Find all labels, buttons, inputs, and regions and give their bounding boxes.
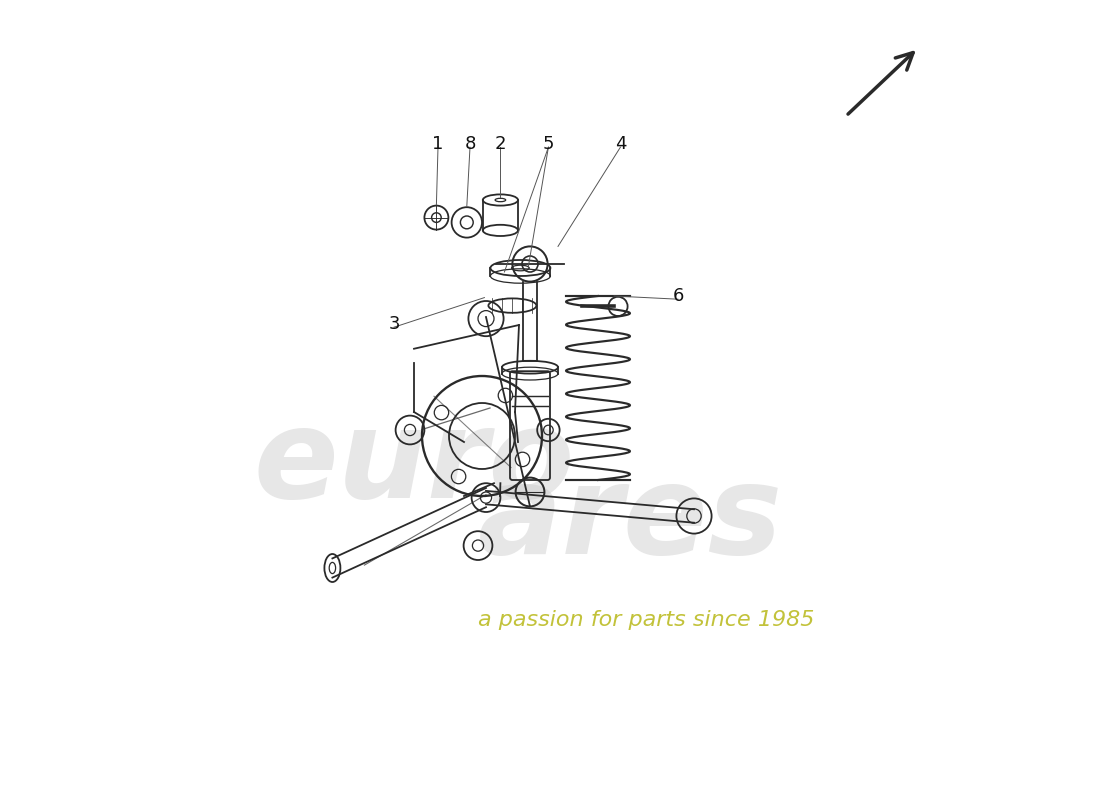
- Text: 5: 5: [542, 135, 554, 153]
- Text: euro: euro: [253, 403, 574, 525]
- Text: a passion for parts since 1985: a passion for parts since 1985: [477, 610, 814, 630]
- Text: 6: 6: [672, 287, 684, 305]
- Text: ares: ares: [477, 459, 782, 581]
- Text: 1: 1: [432, 135, 443, 153]
- Text: 2: 2: [495, 135, 506, 153]
- Text: 8: 8: [464, 135, 475, 153]
- Text: 3: 3: [388, 315, 399, 333]
- Text: 4: 4: [615, 135, 626, 153]
